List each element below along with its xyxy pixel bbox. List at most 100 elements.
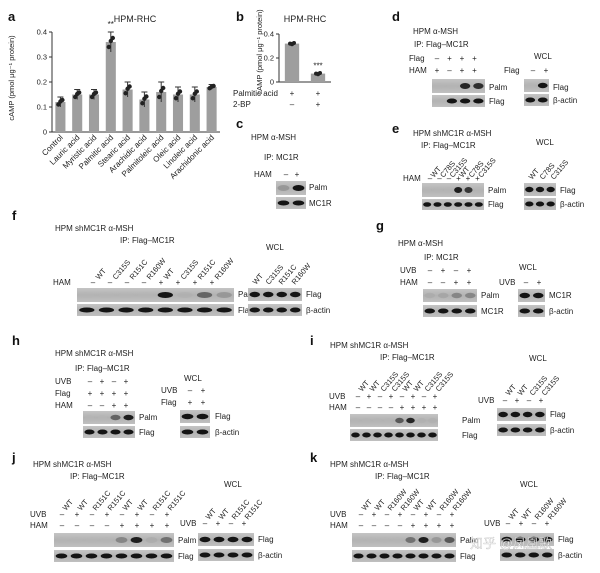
sign: + xyxy=(295,170,300,179)
y-axis-label: cAMP (pmol μg⁻¹ protein) xyxy=(255,9,264,95)
blot-palm xyxy=(350,414,438,427)
bar xyxy=(156,92,167,132)
blot-band xyxy=(292,200,305,206)
condition-label: 2-BP xyxy=(233,100,251,109)
panel-title: HPM-RHC xyxy=(114,14,157,24)
blot-band xyxy=(437,308,449,314)
y-tick-label: 0.2 xyxy=(37,78,47,87)
blot-label: Palm xyxy=(462,416,481,425)
blot-label: MC1R xyxy=(549,291,572,300)
sign: – xyxy=(385,521,390,530)
blot-band xyxy=(406,417,415,424)
blot-band xyxy=(384,417,393,424)
sign: – xyxy=(385,510,390,519)
blot-band xyxy=(525,97,536,103)
blot-band xyxy=(373,417,382,424)
data-point xyxy=(75,91,80,97)
chart-b: 0 0.2 0.4 *** Palmitic acid + +2-BP – + xyxy=(233,30,331,109)
sign: – xyxy=(437,510,442,519)
sign: + xyxy=(112,401,117,410)
blot-band xyxy=(196,292,213,298)
ip-label: IP: Flag–MC1R xyxy=(75,364,130,373)
blot-band xyxy=(115,553,128,559)
blot-label: β-actin xyxy=(550,426,574,435)
sign: + xyxy=(150,521,155,530)
sign: + xyxy=(75,510,80,519)
blot-band xyxy=(433,202,442,207)
sign: – xyxy=(372,521,377,530)
blot-membrane xyxy=(518,305,545,317)
data-point xyxy=(192,91,197,96)
sign: + xyxy=(124,401,129,410)
sign-row: + + + + xyxy=(88,389,129,398)
blot-band xyxy=(196,429,209,435)
panel-letter: g xyxy=(376,218,384,233)
blot-band xyxy=(145,553,158,559)
blot-band xyxy=(384,432,393,438)
blot-band xyxy=(276,291,288,298)
blot-band xyxy=(454,187,463,193)
blot-membrane xyxy=(248,288,302,301)
panel-letter: i xyxy=(310,333,314,348)
sign: + xyxy=(466,174,471,183)
y-tick-label: 0.1 xyxy=(37,103,47,112)
sign: + xyxy=(450,521,455,530)
blot-membrane xyxy=(422,183,484,197)
blot-band xyxy=(537,82,548,89)
row-label: HAM xyxy=(330,521,348,530)
blot-membrane xyxy=(198,533,254,546)
blot-band xyxy=(473,98,484,104)
blot-flag xyxy=(432,95,485,107)
blot-label: Palm xyxy=(309,183,328,192)
panel-letter: f xyxy=(12,208,17,223)
blot-band xyxy=(395,432,404,438)
blot-band xyxy=(417,432,426,438)
significance-label: ** xyxy=(108,20,114,29)
blot-membrane xyxy=(83,411,135,424)
blot-membrane xyxy=(352,533,456,547)
sign: + xyxy=(316,89,321,98)
blot-membrane xyxy=(77,304,234,316)
panel-a: a HPM-RHC cAMP (pmol μg⁻¹ protein) 0 0.1 0… xyxy=(7,9,220,181)
sign: – xyxy=(428,174,433,183)
sign: – xyxy=(400,392,405,401)
blot-band xyxy=(241,552,253,558)
blot-band xyxy=(97,414,108,421)
blot-band xyxy=(110,429,121,435)
sign: + xyxy=(100,389,105,398)
blot-band xyxy=(405,553,416,559)
sign: + xyxy=(475,174,480,183)
blot-label: β-actin xyxy=(306,306,330,315)
condition-header: HPM shMC1R α-MSH xyxy=(330,460,409,469)
blot-palm xyxy=(432,79,485,93)
y-tick-label: 0.2 xyxy=(264,54,274,63)
blot-palm xyxy=(77,288,234,302)
row-label: HAM xyxy=(403,174,421,183)
blot-band xyxy=(541,552,553,558)
sign: + xyxy=(422,403,427,412)
blot-band xyxy=(431,537,442,543)
panel-letter: j xyxy=(11,450,16,465)
bar xyxy=(105,42,116,132)
condition-header: HPM shMC1R α-MSH xyxy=(413,129,492,138)
blot-band xyxy=(262,291,274,298)
blot-membrane xyxy=(432,79,485,93)
blot-membrane xyxy=(518,289,545,302)
blot-band xyxy=(362,417,371,424)
row-label: Flag xyxy=(504,66,520,75)
blot-band xyxy=(157,292,173,298)
sign: – xyxy=(88,377,93,386)
blot-band xyxy=(474,187,483,193)
blot-band xyxy=(84,414,95,421)
sign: – xyxy=(447,174,452,183)
sign: + xyxy=(467,278,472,287)
blot-palm xyxy=(352,533,456,547)
blot-membrane xyxy=(248,304,302,316)
blot-label: Palm xyxy=(481,291,500,300)
wcl-blot-actin xyxy=(198,549,254,561)
blot-band xyxy=(130,553,143,559)
sign: – xyxy=(290,100,295,109)
blot-band xyxy=(351,417,360,424)
